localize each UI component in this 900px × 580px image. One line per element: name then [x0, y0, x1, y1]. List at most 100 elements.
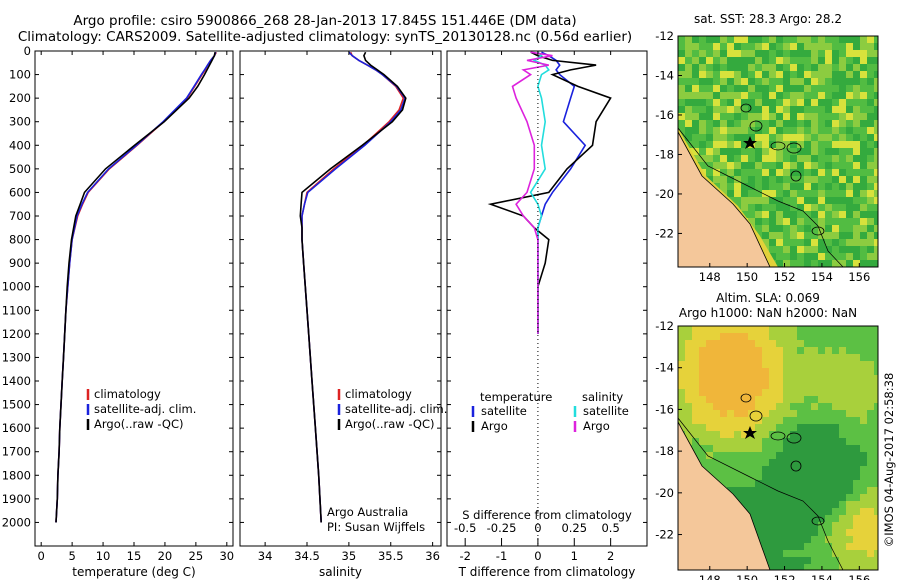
- map-cell: [783, 141, 790, 148]
- x-tick-label-difference: 0: [534, 549, 541, 563]
- map-cell: [797, 57, 804, 64]
- map-cell: [692, 57, 699, 64]
- map-cell: [692, 113, 699, 120]
- map-cell: [776, 438, 783, 445]
- map-cell: [720, 127, 727, 134]
- map-cell: [846, 141, 853, 148]
- map-cell: [818, 340, 825, 347]
- map-cell: [825, 232, 832, 239]
- map-cell: [853, 260, 860, 267]
- map-cell: [748, 134, 755, 141]
- map-cell: [804, 99, 811, 106]
- map-cell: [706, 50, 713, 57]
- map-cell: [804, 550, 811, 557]
- map-cell: [741, 396, 748, 403]
- map-cell: [776, 183, 783, 190]
- map-cell: [839, 326, 846, 333]
- map-cell: [832, 473, 839, 480]
- map-cell: [860, 99, 867, 106]
- map-cell: [713, 466, 720, 473]
- map-cell: [678, 57, 685, 64]
- map-cell: [720, 57, 727, 64]
- map-cell: [867, 134, 874, 141]
- map-cell: [846, 347, 853, 354]
- map-cell: [769, 43, 776, 50]
- series-line-temperature: [55, 52, 216, 523]
- map-cell: [762, 57, 769, 64]
- map-cell: [874, 515, 878, 522]
- map-x-tick-label: 150: [736, 270, 758, 284]
- map-cell: [776, 543, 783, 550]
- map-cell: [867, 64, 874, 71]
- map-cell: [797, 36, 804, 43]
- map-cell: [783, 333, 790, 340]
- map-cell: [755, 57, 762, 64]
- map-cell: [762, 389, 769, 396]
- map-cell: [846, 417, 853, 424]
- map-cell: [776, 515, 783, 522]
- map-cell: [776, 368, 783, 375]
- map-cell: [783, 431, 790, 438]
- map-cell: [678, 361, 685, 368]
- map-cell: [790, 529, 797, 536]
- map-cell: [762, 543, 769, 550]
- map-cell: [853, 155, 860, 162]
- map-cell: [741, 347, 748, 354]
- map-cell: [727, 403, 734, 410]
- map-cell: [825, 431, 832, 438]
- map-cell: [769, 190, 776, 197]
- map-cell: [804, 92, 811, 99]
- map-cell: [846, 375, 853, 382]
- map-cell: [783, 466, 790, 473]
- map-cell: [853, 141, 860, 148]
- map-cell: [741, 162, 748, 169]
- map-cell: [706, 326, 713, 333]
- map-cell: [727, 452, 734, 459]
- map-cell: [755, 36, 762, 43]
- map-cell: [783, 148, 790, 155]
- map-cell: [867, 501, 874, 508]
- map-cell: [720, 78, 727, 85]
- map-cell: [776, 64, 783, 71]
- map-cell: [867, 183, 874, 190]
- map-cell: [762, 361, 769, 368]
- map-cell: [755, 176, 762, 183]
- map-cell: [748, 78, 755, 85]
- y-tick-label-depth: 700: [9, 209, 31, 223]
- map-cell: [762, 162, 769, 169]
- map-cell: [776, 36, 783, 43]
- map-cell: [720, 99, 727, 106]
- map-cell: [755, 382, 762, 389]
- map-cell: [832, 361, 839, 368]
- map-cell: [706, 410, 713, 417]
- map-cell: [797, 260, 804, 267]
- map-cell: [853, 36, 860, 43]
- map-cell: [853, 64, 860, 71]
- map-cell: [790, 382, 797, 389]
- map-cell: [748, 417, 755, 424]
- map-cell: [699, 43, 706, 50]
- map-cell: [720, 155, 727, 162]
- map-cell: [860, 347, 867, 354]
- map-cell: [860, 438, 867, 445]
- map-cell: [755, 340, 762, 347]
- map-cell: [755, 148, 762, 155]
- map-cell: [699, 438, 706, 445]
- map-cell: [755, 85, 762, 92]
- map-cell: [797, 120, 804, 127]
- map-cell: [846, 550, 853, 557]
- x-axis-label-salinity: salinity: [319, 565, 362, 579]
- map-cell: [748, 389, 755, 396]
- map-cell: [713, 36, 720, 43]
- map-cell: [776, 211, 783, 218]
- map-cell: [741, 361, 748, 368]
- map-cell: [846, 239, 853, 246]
- map-cell: [874, 431, 878, 438]
- y-tick-label-depth: 1100: [2, 303, 31, 317]
- map-cell: [678, 347, 685, 354]
- map-cell: [734, 326, 741, 333]
- map-cell: [762, 113, 769, 120]
- map-cell: [811, 99, 818, 106]
- map-cell: [783, 487, 790, 494]
- map-cell: [846, 162, 853, 169]
